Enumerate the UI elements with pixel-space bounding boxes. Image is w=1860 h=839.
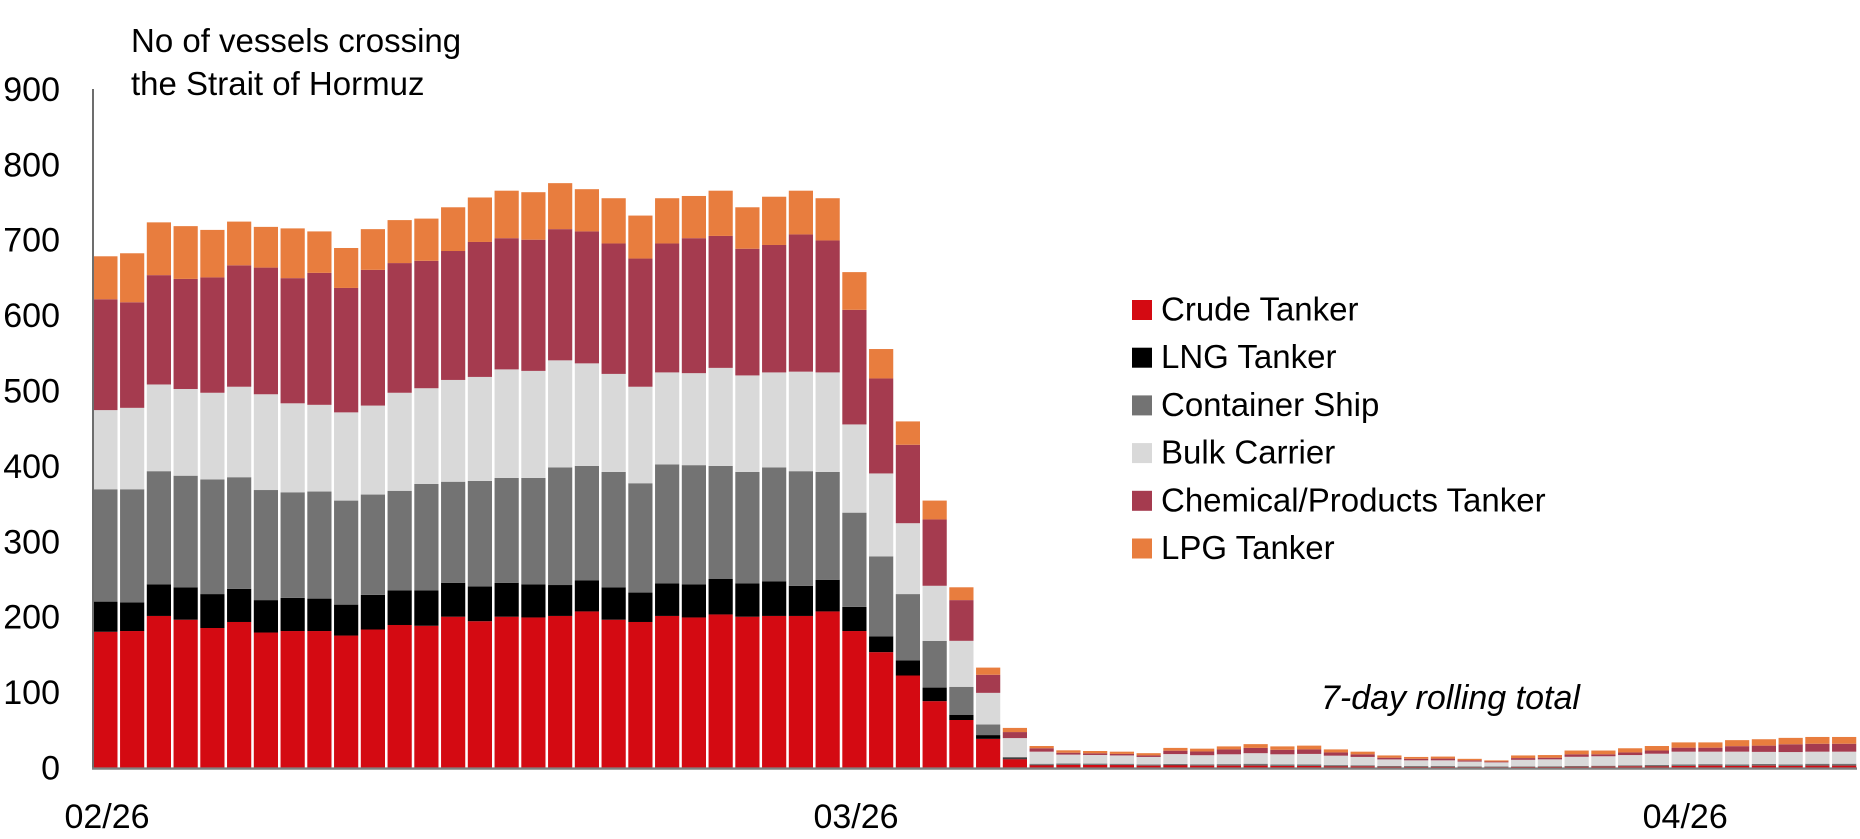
svg-text:800: 800: [3, 146, 60, 184]
svg-text:03/26: 03/26: [813, 798, 898, 836]
svg-text:100: 100: [3, 674, 60, 712]
svg-text:600: 600: [3, 297, 60, 335]
svg-text:700: 700: [3, 222, 60, 260]
svg-text:400: 400: [3, 448, 60, 486]
svg-text:Container Ship: Container Ship: [1161, 386, 1379, 423]
svg-text:LNG Tanker: LNG Tanker: [1161, 338, 1336, 375]
svg-text:900: 900: [3, 71, 60, 109]
svg-text:Crude Tanker: Crude Tanker: [1161, 291, 1359, 328]
svg-text:200: 200: [3, 599, 60, 637]
svg-text:the Strait of Hormuz: the Strait of Hormuz: [131, 65, 424, 102]
svg-text:Bulk Carrier: Bulk Carrier: [1161, 434, 1335, 471]
svg-text:0: 0: [41, 750, 60, 788]
svg-text:300: 300: [3, 523, 60, 561]
svg-text:LPG Tanker: LPG Tanker: [1161, 529, 1335, 566]
svg-text:04/26: 04/26: [1643, 798, 1728, 836]
svg-text:02/26: 02/26: [64, 798, 149, 836]
svg-text:No of vessels crossing: No of vessels crossing: [131, 22, 461, 59]
svg-text:Chemical/Products Tanker: Chemical/Products Tanker: [1161, 481, 1546, 518]
svg-text:7-day rolling total: 7-day rolling total: [1321, 679, 1581, 717]
svg-text:500: 500: [3, 373, 60, 411]
